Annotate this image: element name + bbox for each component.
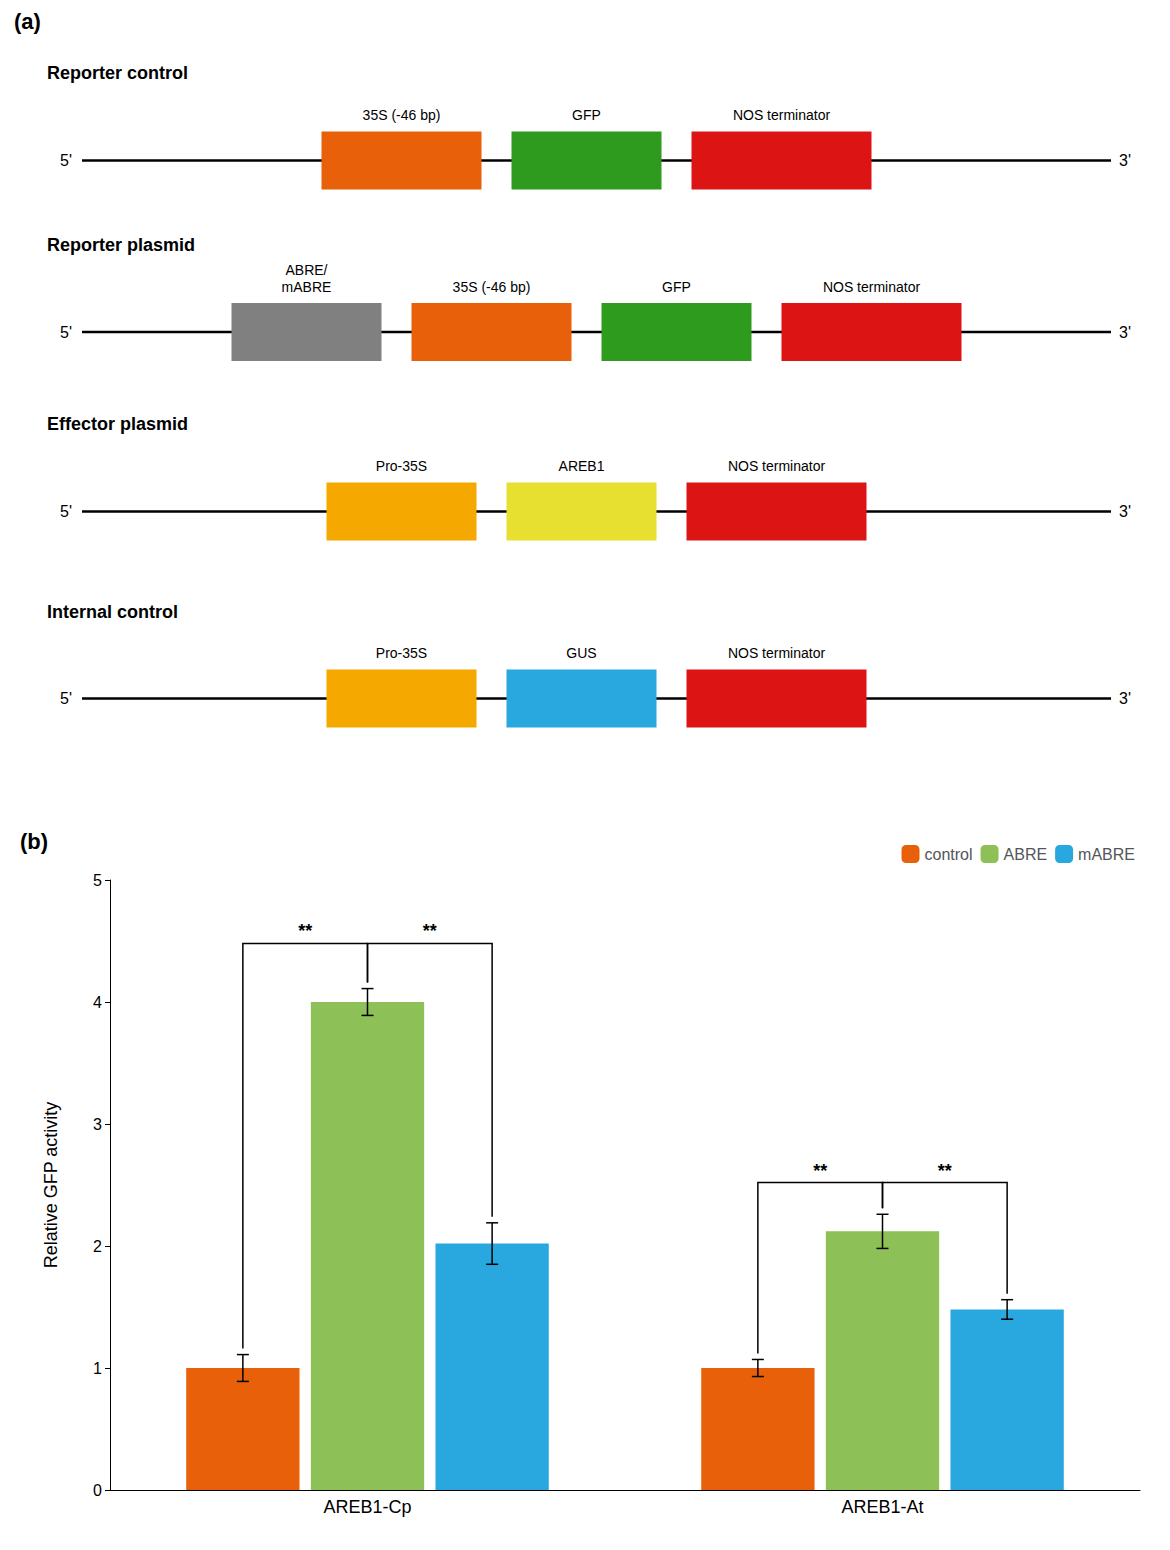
svg-text:35S (-46 bp): 35S (-46 bp) [363,107,441,123]
svg-text:NOS terminator: NOS terminator [728,458,826,474]
svg-text:AREB1-At: AREB1-At [841,1497,923,1517]
svg-text:**: ** [423,921,437,941]
svg-text:NOS terminator: NOS terminator [733,107,831,123]
svg-text:3': 3' [1119,152,1131,169]
svg-text:3': 3' [1119,324,1131,341]
svg-text:5': 5' [60,324,72,341]
svg-text:AREB1-Cp: AREB1-Cp [323,1497,411,1517]
svg-text:control: control [925,846,973,863]
svg-text:**: ** [298,921,312,941]
svg-text:3': 3' [1119,690,1131,707]
svg-text:Pro-35S: Pro-35S [376,458,427,474]
svg-text:5': 5' [60,503,72,520]
svg-text:1: 1 [93,1360,102,1377]
svg-text:3: 3 [93,1116,102,1133]
svg-text:Pro-35S: Pro-35S [376,645,427,661]
svg-text:**: ** [813,1161,827,1181]
svg-text:2: 2 [93,1238,102,1255]
svg-text:4: 4 [93,994,102,1011]
svg-text:3': 3' [1119,503,1131,520]
svg-text:NOS terminator: NOS terminator [728,645,826,661]
svg-text:GFP: GFP [572,107,601,123]
svg-text:5: 5 [93,872,102,889]
svg-text:Internal control: Internal control [47,602,178,622]
svg-text:GUS: GUS [566,645,596,661]
svg-text:(b): (b) [20,829,48,854]
svg-text:Reporter control: Reporter control [47,63,188,83]
svg-text:**: ** [938,1161,952,1181]
svg-text:mABRE: mABRE [1078,846,1135,863]
svg-text:0: 0 [93,1482,102,1499]
svg-text:GFP: GFP [662,279,691,295]
svg-text:AREB1: AREB1 [559,458,605,474]
svg-text:35S (-46 bp): 35S (-46 bp) [453,279,531,295]
svg-text:5': 5' [60,690,72,707]
svg-text:Relative GFP activity: Relative GFP activity [41,1102,61,1269]
svg-text:Effector plasmid: Effector plasmid [47,414,188,434]
svg-text:(a): (a) [14,9,41,34]
svg-text:Reporter plasmid: Reporter plasmid [47,235,195,255]
svg-text:NOS terminator: NOS terminator [823,279,921,295]
svg-text:ABRE/: ABRE/ [285,262,327,278]
svg-text:ABRE: ABRE [1004,846,1048,863]
svg-text:5': 5' [60,152,72,169]
svg-text:mABRE: mABRE [282,279,332,295]
